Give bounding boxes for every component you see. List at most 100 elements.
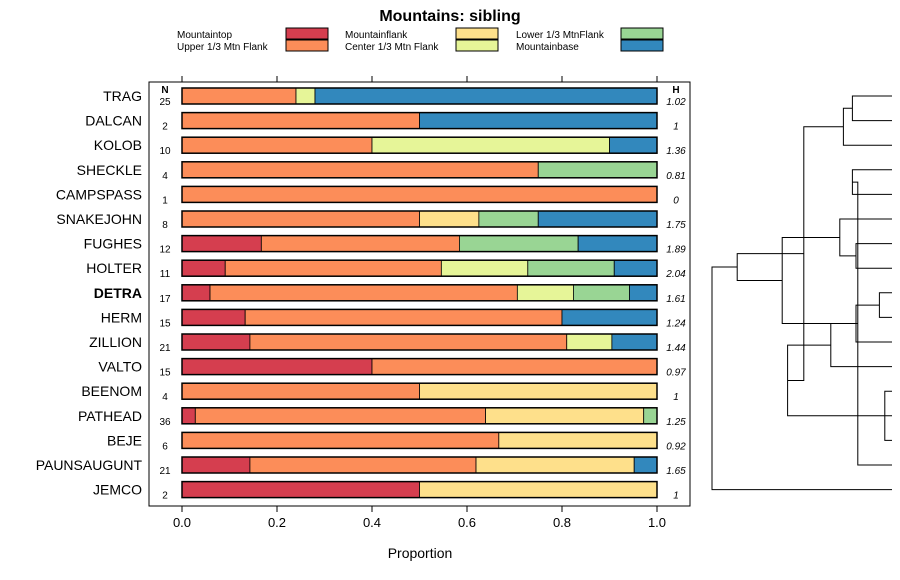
row-label-beenom: BEENOM (81, 383, 142, 399)
legend-swatch-center-1-3-mtn-flank (455, 39, 499, 52)
n-value-trag: 25 (159, 97, 171, 108)
bar-segment-snakejohn-lower-1-3-mtnflank (478, 210, 539, 228)
bar-segment-paunsaugunt-mountaintop (181, 456, 251, 474)
dendrogram-branch (878, 292, 892, 318)
bar-segment-fughes-mountainbase (577, 235, 658, 253)
n-value-valto: 15 (159, 368, 171, 379)
bar-outline-fughes (181, 234, 658, 253)
x-tick-label: 0.2 (268, 515, 286, 530)
bar-segment-beje-upper-1-3-mtn-flank (181, 431, 500, 449)
h-value-pathead: 1.25 (666, 417, 686, 428)
bar-segment-paunsaugunt-mountainbase (633, 456, 658, 474)
n-value-beenom: 4 (162, 392, 168, 403)
bar-segment-fughes-lower-1-3-mtnflank (458, 235, 579, 253)
bar-segment-kolob-mountainbase (609, 136, 658, 154)
bar-outline-valto (181, 357, 658, 376)
h-value-snakejohn: 1.75 (666, 220, 686, 231)
bar-segment-beje-mountainflank (498, 431, 658, 449)
h-value-valto: 0.97 (666, 368, 686, 379)
row-label-jemco: JEMCO (93, 482, 142, 498)
bar-outline-kolob (181, 136, 658, 154)
bar-segment-sheckle-lower-1-3-mtnflank (537, 161, 658, 179)
bar-segment-holter-mountaintop (181, 259, 226, 277)
bar-segment-trag-mountainbase (314, 87, 658, 105)
bar-segment-snakejohn-mountainbase (537, 210, 658, 228)
bar-outline-beje (181, 431, 658, 450)
bar-segment-fughes-mountaintop (181, 235, 262, 253)
n-value-dalcan: 2 (162, 122, 168, 133)
x-tick-label: 0.0 (173, 515, 191, 530)
row-label-fughes: FUGHES (84, 236, 142, 252)
dendrogram-branch (851, 95, 892, 122)
h-header: H (672, 85, 679, 96)
bar-segment-snakejohn-upper-1-3-mtn-flank (181, 210, 420, 228)
bar-segment-valto-upper-1-3-mtn-flank (371, 358, 658, 376)
row-label-kolob: KOLOB (94, 137, 142, 153)
h-value-dalcan: 1 (673, 122, 679, 133)
n-value-detra: 17 (159, 294, 171, 305)
n-value-zillion: 21 (159, 343, 171, 354)
legend-swatch-mountaintop (285, 27, 329, 40)
n-value-herm: 15 (159, 318, 171, 329)
bar-segment-campspass-upper-1-3-mtn-flank (181, 185, 658, 203)
chart-title: Mountains: sibling (379, 8, 520, 25)
dendrogram-branch (711, 266, 892, 491)
row-label-herm: HERM (101, 309, 142, 325)
legend-swatch-mountainflank (455, 27, 499, 40)
x-tick-label: 0.6 (458, 515, 476, 530)
bar-segment-detra-upper-1-3-mtn-flank (209, 284, 518, 302)
plot-frame (148, 81, 691, 507)
bar-segment-beenom-upper-1-3-mtn-flank (181, 382, 420, 400)
bar-outline-dalcan (181, 111, 658, 130)
bar-segment-detra-lower-1-3-mtnflank (573, 284, 630, 302)
h-value-campspass: 0 (673, 195, 679, 206)
legend-label-lower-1-3-mtnflank: Lower 1/3 MtnFlank (516, 30, 605, 41)
bar-outline-jemco (181, 480, 658, 499)
bar-outline-beenom (181, 382, 658, 400)
h-value-zillion: 1.44 (666, 343, 686, 354)
n-value-kolob: 10 (159, 146, 171, 157)
n-value-fughes: 12 (159, 245, 171, 256)
h-value-holter: 2.04 (665, 269, 686, 280)
bar-segment-kolob-center-1-3-mtn-flank (371, 136, 610, 154)
bar-segment-dalcan-mountainbase (419, 112, 658, 129)
bar-segment-pathead-mountaintop (181, 407, 196, 425)
dendrogram-branch (855, 243, 892, 269)
legend-swatch-mountainbase (620, 39, 664, 52)
bar-outline-sheckle (181, 161, 658, 179)
h-value-beje: 0.92 (666, 441, 686, 452)
h-value-fughes: 1.89 (666, 245, 686, 256)
bar-segment-herm-mountaintop (181, 308, 246, 326)
bar-segment-fughes-upper-1-3-mtn-flank (260, 235, 460, 253)
bar-segment-holter-upper-1-3-mtn-flank (224, 259, 442, 277)
bar-segment-pathead-mountainflank (485, 407, 645, 425)
bar-outline-pathead (181, 407, 658, 425)
h-value-jemco: 1 (673, 491, 679, 502)
row-label-beje: BEJE (107, 432, 142, 448)
legend-label-upper-1-3-mtn-flank: Upper 1/3 Mtn Flank (177, 42, 269, 53)
n-value-jemco: 2 (162, 491, 168, 502)
bar-outline-holter (181, 259, 658, 277)
n-value-campspass: 1 (162, 195, 168, 206)
bar-segment-pathead-upper-1-3-mtn-flank (194, 407, 486, 425)
n-value-holter: 11 (160, 269, 171, 280)
row-label-zillion: ZILLION (89, 334, 142, 350)
x-tick-label: 1.0 (648, 515, 666, 530)
bar-segment-jemco-mountaintop (181, 481, 420, 499)
bar-outline-snakejohn (181, 210, 658, 228)
bar-segment-paunsaugunt-mountainflank (475, 456, 635, 474)
bar-outline-herm (181, 308, 658, 327)
bar-segment-zillion-center-1-3-mtn-flank (566, 333, 613, 351)
bar-outline-campspass (181, 185, 658, 204)
bar-segment-beenom-mountainflank (419, 382, 658, 400)
dendrogram-branch (851, 169, 892, 195)
bar-segment-trag-center-1-3-mtn-flank (295, 87, 316, 105)
n-value-snakejohn: 8 (162, 220, 168, 231)
bar-outline-paunsaugunt (181, 456, 658, 474)
h-value-kolob: 1.36 (666, 146, 686, 157)
h-value-sheckle: 0.81 (666, 171, 685, 182)
x-tick-label: 0.4 (363, 515, 381, 530)
n-header: N (161, 85, 168, 96)
row-label-trag: TRAG (103, 88, 142, 104)
row-label-pathead: PATHEAD (78, 408, 142, 424)
